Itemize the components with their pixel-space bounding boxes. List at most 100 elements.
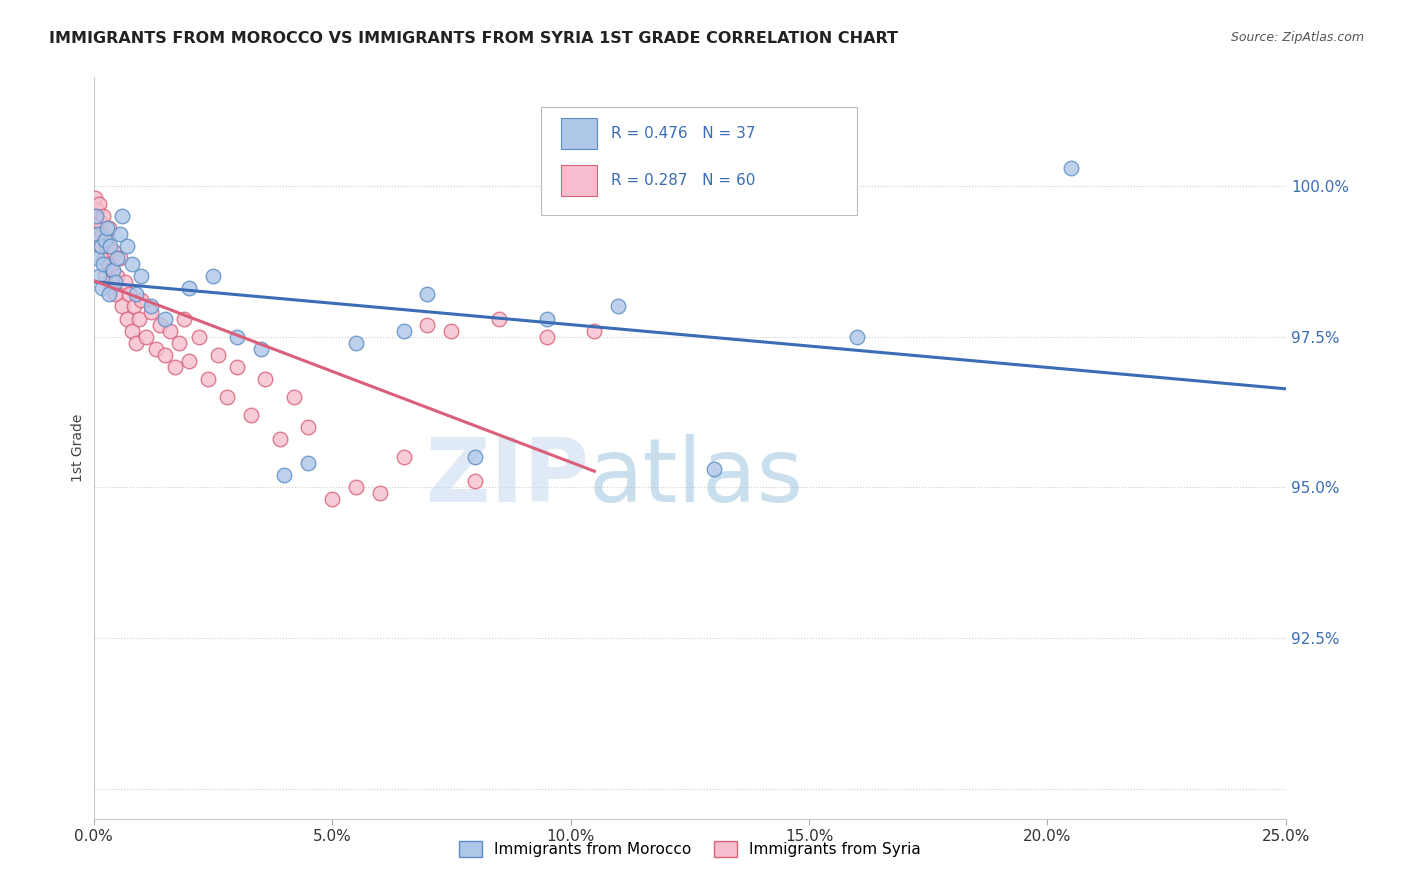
- Point: [173, 311, 195, 326]
- Point: [91, 209, 114, 223]
- Point: [118, 287, 141, 301]
- Point: [121, 257, 143, 271]
- Point: [89, 269, 111, 284]
- Point: [90, 239, 112, 253]
- Point: [108, 252, 131, 266]
- Point: [115, 239, 138, 253]
- Point: [149, 318, 172, 332]
- Bar: [561, 119, 596, 149]
- Point: [125, 287, 148, 301]
- Point: [269, 432, 291, 446]
- Point: [86, 202, 108, 217]
- Point: [96, 239, 118, 253]
- Point: [125, 335, 148, 350]
- Legend: Immigrants from Morocco, Immigrants from Syria: Immigrants from Morocco, Immigrants from…: [453, 835, 927, 863]
- Point: [97, 287, 120, 301]
- Point: [392, 450, 415, 464]
- Point: [344, 335, 367, 350]
- Point: [217, 390, 239, 404]
- Point: [153, 311, 176, 326]
- Point: [93, 252, 115, 266]
- Point: [90, 227, 112, 241]
- Point: [225, 359, 247, 374]
- Point: [139, 305, 162, 319]
- Point: [94, 269, 117, 284]
- Point: [135, 329, 157, 343]
- Point: [249, 342, 271, 356]
- Point: [107, 269, 129, 284]
- Point: [97, 257, 120, 271]
- Point: [129, 293, 152, 308]
- Point: [115, 311, 138, 326]
- Point: [239, 408, 262, 422]
- Point: [100, 281, 122, 295]
- Point: [98, 239, 121, 253]
- Point: [96, 221, 118, 235]
- Point: [368, 486, 391, 500]
- Point: [464, 450, 486, 464]
- Point: [153, 348, 176, 362]
- Point: [283, 390, 305, 404]
- Point: [129, 269, 152, 284]
- Point: [392, 324, 415, 338]
- Point: [91, 281, 114, 295]
- Point: [121, 324, 143, 338]
- Point: [159, 324, 181, 338]
- Point: [91, 257, 114, 271]
- Point: [107, 252, 129, 266]
- Point: [488, 311, 510, 326]
- Point: [122, 300, 145, 314]
- Point: [536, 329, 558, 343]
- Point: [197, 372, 219, 386]
- Point: [89, 215, 111, 229]
- Point: [111, 300, 134, 314]
- Point: [321, 492, 343, 507]
- Text: R = 0.476   N = 37: R = 0.476 N = 37: [612, 127, 755, 141]
- Point: [297, 456, 319, 470]
- Point: [84, 209, 107, 223]
- Point: [344, 480, 367, 494]
- Point: [104, 276, 127, 290]
- Point: [139, 300, 162, 314]
- Point: [1060, 161, 1083, 175]
- Text: IMMIGRANTS FROM MOROCCO VS IMMIGRANTS FROM SYRIA 1ST GRADE CORRELATION CHART: IMMIGRANTS FROM MOROCCO VS IMMIGRANTS FR…: [49, 31, 898, 46]
- Point: [111, 209, 134, 223]
- Point: [84, 191, 107, 205]
- Point: [201, 269, 224, 284]
- Point: [128, 311, 150, 326]
- Point: [163, 359, 186, 374]
- Point: [440, 324, 463, 338]
- Point: [207, 348, 229, 362]
- Point: [583, 324, 606, 338]
- Point: [225, 329, 247, 343]
- Point: [254, 372, 277, 386]
- Point: [273, 468, 295, 483]
- Point: [607, 300, 630, 314]
- Point: [114, 276, 136, 290]
- Point: [101, 263, 124, 277]
- Point: [416, 318, 439, 332]
- Point: [101, 263, 124, 277]
- Point: [177, 281, 200, 295]
- Text: Source: ZipAtlas.com: Source: ZipAtlas.com: [1230, 31, 1364, 45]
- Point: [94, 233, 117, 247]
- Point: [98, 221, 121, 235]
- Point: [703, 462, 725, 476]
- Text: ZIP: ZIP: [426, 434, 589, 521]
- Point: [90, 239, 112, 253]
- Point: [93, 233, 115, 247]
- Text: R = 0.287   N = 60: R = 0.287 N = 60: [612, 173, 755, 188]
- Bar: [561, 165, 596, 196]
- Point: [86, 252, 108, 266]
- Y-axis label: 1st Grade: 1st Grade: [72, 414, 86, 483]
- Point: [108, 227, 131, 241]
- Point: [187, 329, 209, 343]
- Point: [87, 227, 110, 241]
- Point: [87, 221, 110, 235]
- Point: [103, 245, 125, 260]
- Point: [87, 197, 110, 211]
- Text: atlas: atlas: [589, 434, 804, 521]
- Point: [464, 474, 486, 488]
- Point: [845, 329, 868, 343]
- Point: [536, 311, 558, 326]
